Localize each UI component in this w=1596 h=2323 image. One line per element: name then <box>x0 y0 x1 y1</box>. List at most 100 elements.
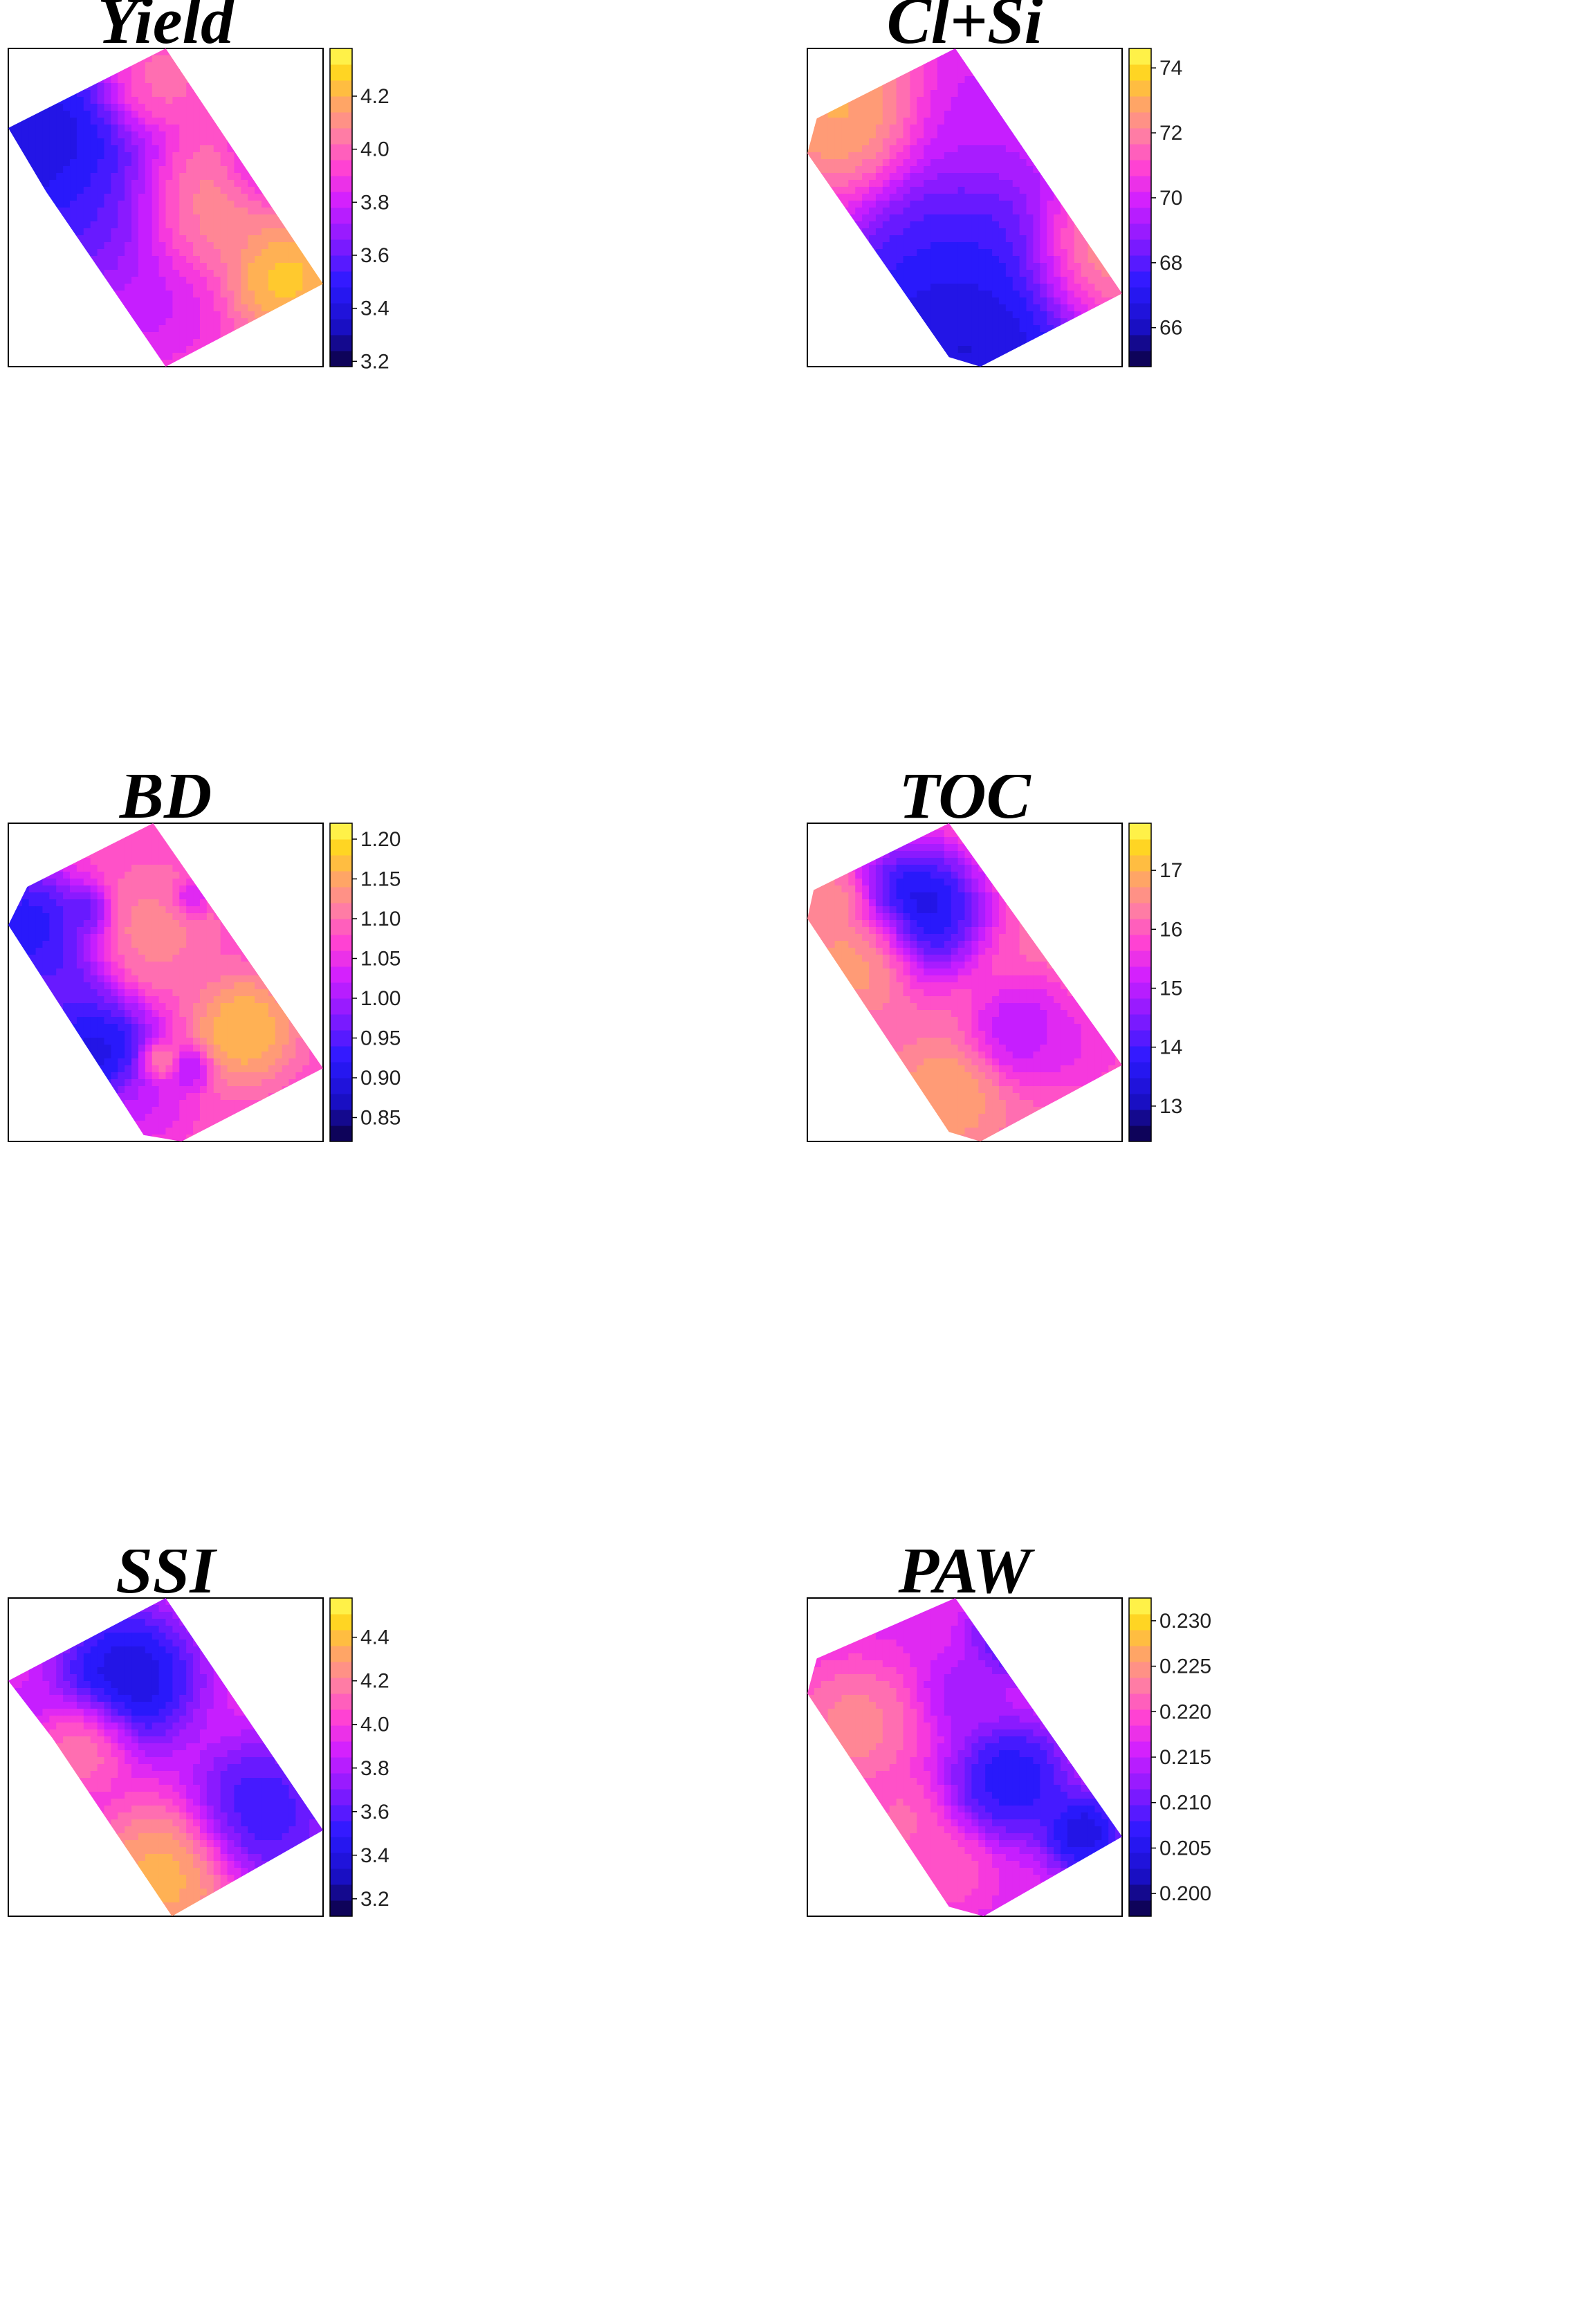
field-cell <box>118 138 125 146</box>
field-cell <box>971 187 979 194</box>
field-cell <box>971 325 979 333</box>
field-cell <box>125 76 132 84</box>
field-cell <box>964 201 972 208</box>
field-cell <box>951 104 959 111</box>
field-cell <box>1081 270 1089 277</box>
field-cell <box>83 104 91 111</box>
field-cell <box>97 263 105 270</box>
field-cell <box>131 159 139 167</box>
field-cell <box>910 270 917 277</box>
field-cell <box>992 318 1000 326</box>
field-cell <box>930 235 938 243</box>
field-cell <box>145 180 153 187</box>
field-cell <box>56 899 64 907</box>
field-cell <box>875 228 883 236</box>
field-cell <box>1054 270 1061 277</box>
field-cell <box>104 159 111 167</box>
field-cell <box>1019 228 1027 236</box>
field-cell <box>869 221 877 229</box>
field-cell <box>158 277 167 284</box>
field-cell <box>90 865 98 872</box>
field-cell <box>855 166 863 174</box>
field-cell <box>814 125 822 132</box>
field-cell <box>930 145 938 153</box>
field-cell <box>882 111 890 118</box>
field-cell <box>193 221 201 229</box>
field-cell <box>118 906 125 914</box>
field-cell <box>186 104 194 111</box>
field-cell <box>998 249 1007 257</box>
field-cell <box>49 920 57 928</box>
field-cell <box>118 920 125 928</box>
field-cell <box>165 256 173 264</box>
field-cell <box>282 284 290 291</box>
field-cell <box>834 152 843 160</box>
field-cell <box>193 249 201 257</box>
field-cell <box>241 187 248 194</box>
field-cell <box>138 325 146 333</box>
field-cell <box>862 152 870 160</box>
field-cell <box>1026 325 1034 333</box>
field-cell <box>186 297 194 305</box>
field-cell <box>213 311 221 319</box>
field-cell <box>165 865 173 872</box>
field-cell <box>848 194 856 201</box>
field-cell <box>910 228 917 236</box>
field-cell <box>234 311 241 319</box>
field-cell <box>193 270 201 277</box>
field-cell <box>179 208 187 215</box>
field-cell <box>971 214 979 222</box>
field-cell <box>998 125 1007 132</box>
field-cell <box>957 235 966 243</box>
field-cell <box>125 221 132 229</box>
field-cell <box>145 152 153 160</box>
field-cell <box>869 111 877 118</box>
field-cell <box>165 214 173 222</box>
field-cell <box>930 69 938 77</box>
field-cell <box>275 228 283 236</box>
field-cell <box>131 194 139 201</box>
field-cell <box>1060 235 1068 243</box>
field-cell <box>985 111 993 118</box>
field-cell <box>978 194 986 201</box>
field-cell <box>83 187 91 194</box>
field-cell <box>951 62 959 70</box>
field-cell <box>917 145 924 153</box>
field-cell <box>978 118 986 125</box>
field-cell <box>63 159 71 167</box>
field-cell <box>248 194 255 201</box>
field-cell <box>1005 235 1013 243</box>
field-cell <box>111 152 118 160</box>
field-cell <box>213 180 221 187</box>
field-cell <box>910 201 917 208</box>
field-cell <box>158 249 167 257</box>
field-cell <box>158 76 167 84</box>
field-cell <box>261 284 269 291</box>
field-cell <box>248 242 255 250</box>
field-cell <box>21 145 30 153</box>
field-cell <box>875 166 883 174</box>
field-cell <box>957 194 966 201</box>
field-cell <box>49 166 57 174</box>
field-cell <box>1074 284 1082 291</box>
field-cell <box>49 906 57 914</box>
field-cell <box>903 83 910 91</box>
field-cell <box>268 242 276 250</box>
field-cell <box>63 906 71 914</box>
field-cell <box>111 879 118 886</box>
field-cell <box>924 221 931 229</box>
field-cell <box>957 284 966 291</box>
field-cell <box>924 173 931 181</box>
field-cell <box>186 339 194 347</box>
field-cell <box>1094 284 1102 291</box>
field-cell <box>199 332 208 340</box>
field-cell <box>1005 180 1013 187</box>
field-cell <box>875 201 883 208</box>
field-cell <box>186 249 194 257</box>
field-cell <box>971 311 979 319</box>
field-cell <box>1054 242 1061 250</box>
field-cell <box>944 242 952 250</box>
field-cell <box>111 90 118 98</box>
field-cell <box>234 159 241 167</box>
